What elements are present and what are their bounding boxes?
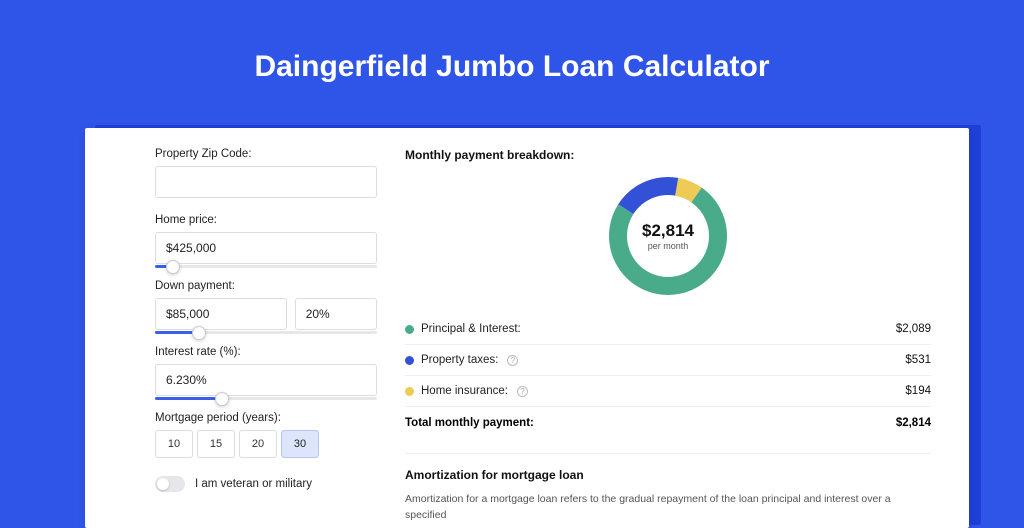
legend-dot [405, 356, 414, 365]
legend-row-2: Home insurance:? $194 [405, 375, 931, 406]
inputs-panel: Property Zip Code: Home price: Down paym… [85, 128, 395, 528]
toggle-knob [157, 478, 169, 490]
down-payment-slider[interactable] [155, 331, 377, 334]
interest-rate-slider[interactable] [155, 397, 377, 400]
mortgage-period-label: Mortgage period (years): [155, 412, 377, 424]
down-payment-label: Down payment: [155, 280, 377, 292]
total-label: Total monthly payment: [405, 417, 534, 429]
zip-label: Property Zip Code: [155, 148, 377, 160]
interest-rate-field: Interest rate (%): [155, 346, 377, 396]
breakdown-panel: Monthly payment breakdown: $2,814 per mo… [395, 128, 969, 528]
down-payment-field: Down payment: [155, 280, 377, 330]
donut-amount: $2,814 [642, 221, 694, 241]
veteran-label: I am veteran or military [195, 478, 312, 490]
legend-value: $194 [905, 385, 931, 397]
legend-row-1: Property taxes:? $531 [405, 344, 931, 375]
period-btn-10[interactable]: 10 [155, 430, 193, 458]
total-row: Total monthly payment: $2,814 [405, 406, 931, 439]
donut-center: $2,814 per month [608, 176, 728, 296]
legend-dot [405, 325, 414, 334]
zip-input[interactable] [155, 166, 377, 198]
mortgage-period-field: Mortgage period (years): 10152030 [155, 412, 377, 458]
veteran-toggle[interactable] [155, 476, 185, 492]
donut-sub: per month [648, 241, 689, 251]
down-payment-pct-input[interactable] [295, 298, 377, 330]
breakdown-title: Monthly payment breakdown: [405, 148, 931, 162]
legend-dot [405, 387, 414, 396]
home-price-input[interactable] [155, 232, 377, 264]
amortization-text: Amortization for a mortgage loan refers … [405, 492, 931, 524]
mortgage-period-buttons: 10152030 [155, 430, 377, 458]
home-price-slider[interactable] [155, 265, 377, 268]
legend-label: Home insurance: [421, 385, 508, 397]
total-value: $2,814 [896, 417, 931, 429]
period-btn-20[interactable]: 20 [239, 430, 277, 458]
amortization-title: Amortization for mortgage loan [405, 453, 931, 482]
legend-label: Principal & Interest: [421, 323, 521, 335]
down-payment-amount-input[interactable] [155, 298, 287, 330]
interest-rate-input[interactable] [155, 364, 377, 396]
zip-field: Property Zip Code: [155, 148, 377, 198]
period-btn-30[interactable]: 30 [281, 430, 319, 458]
page-title: Daingerfield Jumbo Loan Calculator [0, 0, 1024, 114]
home-price-field: Home price: [155, 214, 377, 264]
calculator-card: Property Zip Code: Home price: Down paym… [85, 128, 969, 528]
donut-chart-container: $2,814 per month [405, 176, 931, 296]
period-btn-15[interactable]: 15 [197, 430, 235, 458]
home-price-label: Home price: [155, 214, 377, 226]
legend-value: $531 [905, 354, 931, 366]
info-icon[interactable]: ? [517, 386, 528, 397]
legend-rows: Principal & Interest: $2,089 Property taxe… [405, 314, 931, 406]
legend-value: $2,089 [896, 323, 931, 335]
legend-label: Property taxes: [421, 354, 498, 366]
veteran-row: I am veteran or military [155, 476, 377, 492]
legend-row-0: Principal & Interest: $2,089 [405, 314, 931, 344]
interest-rate-label: Interest rate (%): [155, 346, 377, 358]
info-icon[interactable]: ? [507, 355, 518, 366]
donut-chart: $2,814 per month [608, 176, 728, 296]
